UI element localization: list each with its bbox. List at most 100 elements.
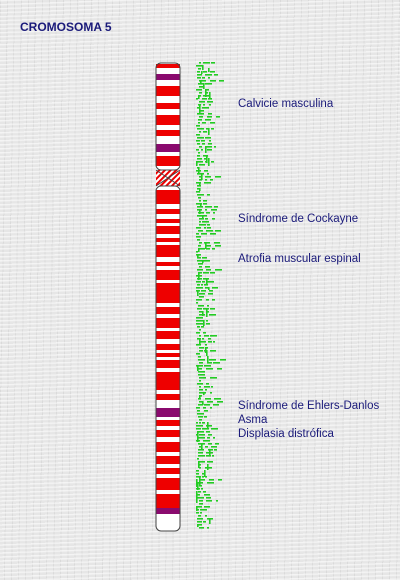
- gene-mark: [199, 92, 202, 94]
- gene-mark: [210, 377, 217, 379]
- gene-mark: [204, 506, 210, 508]
- gene-mark: [205, 89, 207, 97]
- gene-mark: [210, 392, 212, 394]
- gene-mark: [204, 182, 211, 184]
- gene-mark: [208, 293, 213, 295]
- chromosome-band: [156, 115, 180, 125]
- chromosome-band: [156, 283, 180, 303]
- gene-mark: [196, 275, 202, 277]
- chromosome-band: [156, 508, 180, 514]
- gene-mark: [216, 116, 220, 118]
- gene-mark: [202, 260, 204, 263]
- gene-mark: [207, 437, 210, 439]
- gene-mark: [201, 140, 205, 142]
- gene-mark: [199, 242, 202, 244]
- gene-mark: [205, 266, 210, 268]
- gene-mark: [204, 410, 208, 412]
- chromosome-band: [156, 74, 180, 80]
- chromosome-band: [156, 245, 180, 257]
- gene-mark: [196, 170, 201, 172]
- gene-mark: [197, 113, 204, 115]
- gene-mark: [196, 476, 201, 478]
- gene-mark: [196, 509, 199, 511]
- gene-mark: [201, 488, 203, 490]
- chromosome-band: [156, 270, 180, 280]
- gene-mark: [198, 461, 200, 468]
- gene-mark: [196, 407, 200, 409]
- gene-mark: [201, 443, 203, 450]
- gene-mark: [207, 461, 213, 463]
- chromosome-band: [156, 307, 180, 314]
- gene-mark: [197, 158, 202, 160]
- gene-mark: [202, 98, 207, 100]
- gene-mark: [208, 143, 212, 145]
- gene-mark: [199, 86, 203, 88]
- gene-mark: [198, 404, 203, 406]
- chromosome-band: [156, 430, 180, 437]
- gene-mark: [200, 509, 207, 511]
- gene-mark: [197, 155, 200, 157]
- gene-mark: [196, 344, 201, 346]
- gene-mark: [198, 197, 201, 199]
- chromosome-band: [156, 420, 180, 426]
- chromosome-band: [156, 456, 180, 464]
- gene-mark: [206, 500, 212, 502]
- gene-mark: [199, 377, 206, 379]
- gene-mark: [196, 482, 203, 484]
- gene-mark: [196, 149, 199, 151]
- gene-mark: [205, 467, 212, 469]
- gene-mark: [199, 479, 205, 481]
- disease-label-ehlers: Síndrome de Ehlers-Danlos: [238, 400, 380, 412]
- gene-mark: [204, 350, 206, 352]
- gene-mark: [206, 431, 210, 433]
- gene-mark: [200, 512, 202, 514]
- gene-mark: [206, 497, 211, 499]
- gene-mark: [196, 134, 200, 136]
- gene-mark: [199, 341, 206, 343]
- gene-mark: [199, 179, 202, 181]
- gene-mark: [202, 77, 205, 79]
- gene-mark: [212, 299, 215, 301]
- gene-mark: [214, 206, 218, 208]
- centromere-outline: [155, 169, 181, 187]
- gene-mark: [202, 428, 209, 430]
- gene-mark: [198, 248, 200, 252]
- gene-mark: [205, 83, 212, 85]
- gene-mark: [203, 260, 210, 262]
- gene-mark: [198, 263, 203, 265]
- gene-mark: [196, 302, 198, 304]
- gene-mark: [205, 176, 211, 178]
- gene-mark: [202, 311, 204, 316]
- gene-mark: [207, 527, 209, 529]
- gene-mark: [209, 104, 211, 106]
- gene-mark: [199, 380, 201, 382]
- gene-mark: [201, 284, 203, 286]
- gene-mark: [197, 254, 199, 257]
- gene-mark: [198, 437, 205, 439]
- gene-mark: [203, 71, 207, 73]
- gene-mark: [204, 404, 210, 406]
- gene-mark: [208, 113, 212, 115]
- gene-mark: [203, 407, 206, 409]
- gene-mark: [206, 212, 210, 214]
- gene-mark: [199, 221, 201, 223]
- gene-mark: [199, 476, 201, 486]
- gene-mark: [202, 338, 204, 340]
- gene-mark: [205, 389, 207, 391]
- gene-mark: [208, 77, 210, 79]
- gene-mark: [200, 80, 202, 84]
- q-arm-outline: [155, 185, 181, 532]
- gene-mark: [208, 68, 210, 72]
- chromosome-band: [156, 372, 180, 390]
- gene-mark: [203, 200, 207, 202]
- gene-mark: [210, 71, 215, 73]
- gene-mark: [211, 128, 214, 130]
- gene-mark: [207, 116, 212, 118]
- chromosome-band: [156, 209, 180, 214]
- gene-mark: [197, 506, 202, 508]
- gene-mark: [213, 341, 215, 343]
- gene-mark: [203, 272, 209, 274]
- gene-mark: [200, 203, 202, 207]
- gene-mark: [197, 482, 199, 490]
- gene-mark: [205, 245, 211, 247]
